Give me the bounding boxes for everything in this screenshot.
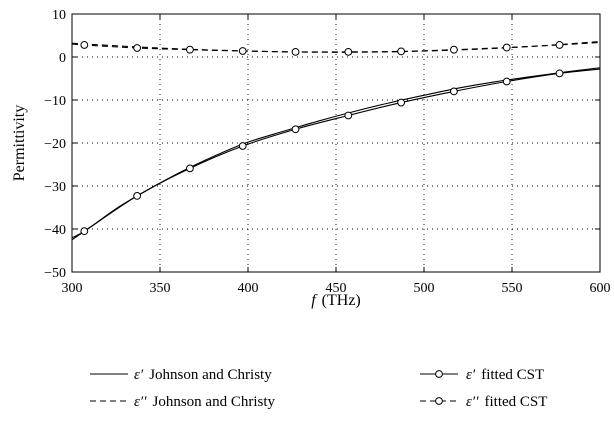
y-axis-title: Permittivity bbox=[11, 105, 28, 181]
legend: ε′ Johnson and Christy ε′′ Johnson and Chr… bbox=[90, 367, 547, 410]
x-axis-title: f (THz) bbox=[311, 292, 361, 309]
x-tick-label: 350 bbox=[150, 281, 171, 296]
series-eps1-johnson-christy bbox=[71, 67, 601, 241]
series-markers bbox=[80, 41, 564, 236]
x-axis-symbol: f bbox=[311, 292, 318, 309]
data-point-marker bbox=[397, 47, 406, 56]
data-point-marker bbox=[502, 77, 511, 86]
legend-label: ε′′ Johnson and Christy bbox=[134, 394, 275, 410]
x-axis-unit: (THz) bbox=[322, 292, 361, 309]
data-point-marker bbox=[344, 111, 353, 120]
legend-label: ε′′ fitted CST bbox=[466, 394, 547, 410]
grid-lines bbox=[72, 14, 600, 272]
series-eps2-fitted-cst bbox=[71, 41, 601, 53]
data-point-marker bbox=[291, 125, 300, 134]
y-tick-label: 10 bbox=[52, 8, 66, 23]
data-point-marker bbox=[80, 41, 89, 49]
y-tick-label: −30 bbox=[44, 180, 66, 195]
y-tick-label: −20 bbox=[44, 137, 66, 152]
legend-label: ε′ Johnson and Christy bbox=[134, 367, 272, 383]
legend-marker bbox=[435, 397, 443, 405]
tick-labels: 300 350 400 450 500 550 600 10 0 −10 −20 −30 −40 −50 bbox=[44, 8, 610, 296]
y-tick-label: 0 bbox=[59, 51, 66, 66]
data-point-marker bbox=[238, 142, 247, 150]
x-tick-label: 300 bbox=[62, 281, 83, 296]
data-point-marker bbox=[133, 191, 142, 200]
legend-item-eps2-cst: ε′′ fitted CST bbox=[420, 394, 547, 410]
data-point-marker bbox=[133, 44, 142, 52]
legend-item-eps1-jc: ε′ Johnson and Christy bbox=[90, 367, 272, 383]
data-point-marker bbox=[238, 47, 247, 55]
data-point-marker bbox=[450, 45, 458, 54]
series-eps1-fitted-cst bbox=[71, 68, 601, 239]
x-tick-label: 500 bbox=[414, 281, 435, 296]
data-point-marker bbox=[186, 45, 194, 54]
y-tick-label: −10 bbox=[44, 94, 66, 109]
legend-item-eps2-jc: ε′′ Johnson and Christy bbox=[90, 394, 275, 410]
data-point-marker bbox=[450, 87, 458, 96]
axis-ticks bbox=[71, 13, 601, 273]
data-point-marker bbox=[186, 164, 194, 173]
data-point-marker bbox=[555, 69, 564, 78]
legend-label: ε′ fitted CST bbox=[466, 367, 544, 383]
data-point-marker bbox=[397, 98, 406, 107]
x-tick-label: 550 bbox=[502, 281, 523, 296]
data-point-marker bbox=[80, 227, 89, 236]
y-tick-label: −50 bbox=[44, 266, 66, 281]
x-tick-label: 450 bbox=[326, 281, 347, 296]
legend-marker bbox=[435, 370, 443, 378]
data-point-marker bbox=[555, 41, 564, 49]
data-point-marker bbox=[502, 43, 511, 52]
y-tick-label: −40 bbox=[44, 223, 66, 238]
x-tick-label: 400 bbox=[238, 281, 259, 296]
data-point-marker bbox=[344, 47, 353, 56]
series-layer bbox=[71, 40, 601, 241]
x-tick-label: 600 bbox=[590, 281, 611, 296]
data-point-marker bbox=[291, 47, 300, 56]
series-eps2-johnson-christy bbox=[71, 40, 601, 53]
legend-item-eps1-cst: ε′ fitted CST bbox=[420, 367, 544, 383]
